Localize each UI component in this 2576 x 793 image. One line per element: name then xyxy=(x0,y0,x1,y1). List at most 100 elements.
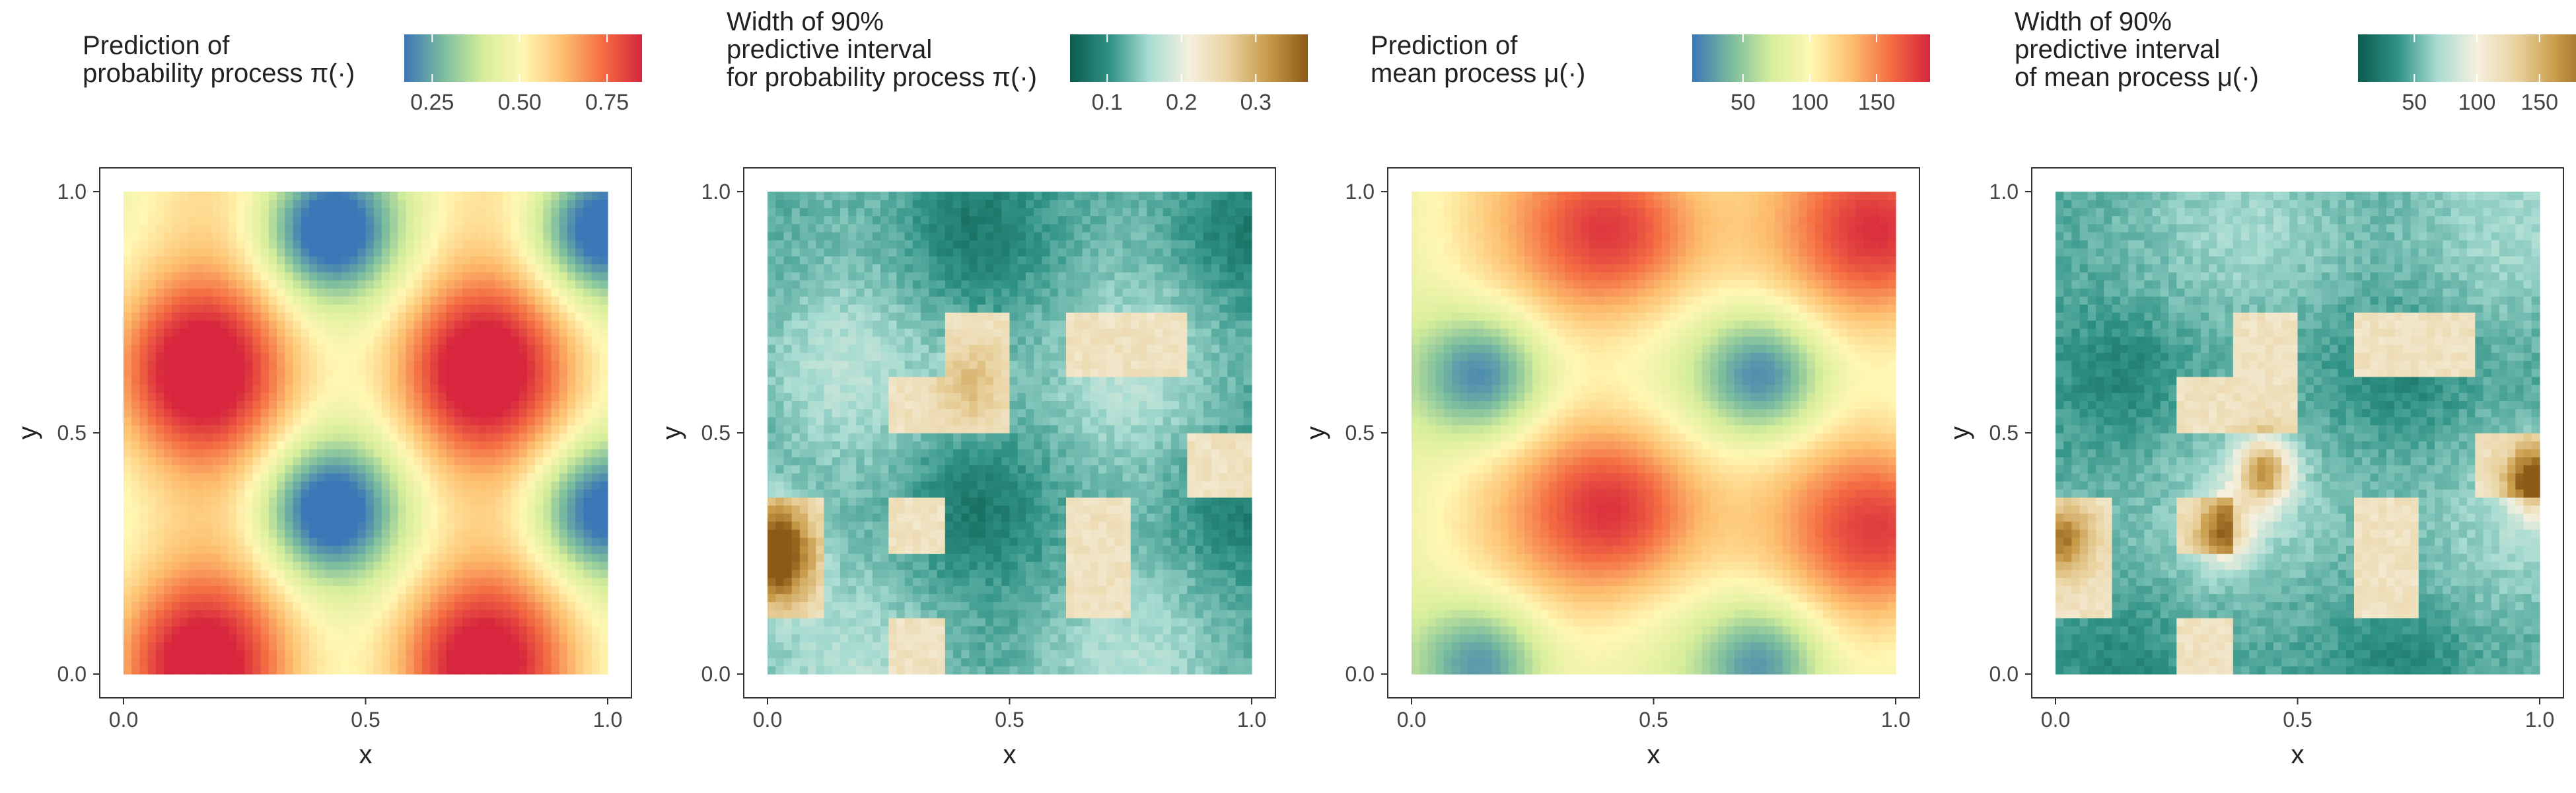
heatmap-cell xyxy=(856,609,865,619)
heatmap-cell xyxy=(1074,537,1083,546)
heatmap-cell xyxy=(188,433,197,441)
heatmap-cell xyxy=(567,505,576,514)
heatmap-cell xyxy=(486,593,495,603)
heatmap-cell xyxy=(446,585,455,594)
heatmap-cell xyxy=(124,634,132,642)
heatmap-cell xyxy=(486,658,495,667)
heatmap-cell xyxy=(583,192,592,200)
heatmap-cell xyxy=(139,385,149,393)
heatmap-cell xyxy=(551,545,560,554)
heatmap-cell xyxy=(591,223,600,233)
heatmap-cell xyxy=(139,336,149,345)
heatmap-cell xyxy=(124,328,132,337)
heatmap-cell xyxy=(583,408,592,418)
heatmap-cell xyxy=(503,457,511,466)
heatmap-cell xyxy=(285,192,294,200)
heatmap-cell xyxy=(952,569,962,578)
heatmap-cell xyxy=(244,553,254,562)
heatmap-cell xyxy=(768,593,776,603)
heatmap-cell xyxy=(365,457,375,466)
heatmap-cell xyxy=(478,248,487,256)
heatmap-cell xyxy=(1057,593,1067,603)
heatmap-cell xyxy=(519,368,528,377)
heatmap-cell xyxy=(308,553,318,562)
heatmap-cell xyxy=(349,650,358,659)
heatmap-cell xyxy=(180,513,189,522)
heatmap-cell xyxy=(413,489,423,498)
heatmap-cell xyxy=(220,320,229,329)
heatmap-cell xyxy=(583,569,592,578)
heatmap-cell xyxy=(470,472,480,482)
heatmap-cell xyxy=(285,376,294,385)
heatmap-cell xyxy=(188,553,197,562)
heatmap-cell xyxy=(543,231,552,241)
heatmap-cell xyxy=(1155,497,1164,506)
heatmap-cell xyxy=(188,288,197,297)
heatmap-cell xyxy=(406,215,415,225)
heatmap-cell xyxy=(567,240,576,248)
heatmap-cell xyxy=(357,617,367,626)
heatmap-cell xyxy=(1074,665,1083,675)
heatmap-cell xyxy=(1050,497,1059,506)
heatmap-cell xyxy=(977,489,986,498)
heatmap-cell xyxy=(880,634,889,642)
heatmap-cell xyxy=(228,626,237,634)
heatmap-cell xyxy=(301,223,310,233)
heatmap-cell xyxy=(478,521,487,530)
heatmap-cell xyxy=(559,505,568,514)
heatmap-cell xyxy=(390,472,398,482)
heatmap-cell xyxy=(244,497,254,506)
heatmap-cell xyxy=(333,312,342,321)
heatmap-cell xyxy=(277,272,285,281)
heatmap-cell xyxy=(1155,537,1164,546)
heatmap-cell xyxy=(961,545,970,554)
heatmap-cell xyxy=(575,368,584,377)
heatmap-cell xyxy=(212,561,221,570)
heatmap-cell xyxy=(188,545,197,554)
heatmap-cell xyxy=(1042,553,1051,562)
heatmap-cell xyxy=(993,561,1002,570)
heatmap-cell xyxy=(543,385,552,393)
heatmap-cell xyxy=(373,304,382,313)
heatmap-cell xyxy=(228,545,237,554)
heatmap-cell xyxy=(503,481,511,490)
heatmap-cell xyxy=(470,489,480,498)
heatmap-cell xyxy=(494,248,503,256)
heatmap-cell xyxy=(188,634,197,642)
heatmap-cell xyxy=(559,449,568,458)
heatmap-cell xyxy=(1163,650,1172,659)
heatmap-cell xyxy=(317,192,326,200)
heatmap-cell xyxy=(985,593,994,603)
heatmap-cell xyxy=(308,449,318,458)
heatmap-cell xyxy=(357,449,367,458)
heatmap-cell xyxy=(357,304,367,313)
heatmap-cell xyxy=(848,601,857,611)
heatmap-cell xyxy=(1042,634,1051,642)
heatmap-cell xyxy=(446,465,455,474)
heatmap-cell xyxy=(212,465,221,474)
heatmap-cell xyxy=(1098,609,1107,619)
heatmap-cell xyxy=(155,433,164,441)
heatmap-cell xyxy=(293,328,302,337)
heatmap-cell xyxy=(244,288,254,297)
heatmap-cell xyxy=(244,609,254,619)
heatmap-cell xyxy=(244,585,254,594)
heatmap-cell xyxy=(575,601,584,611)
heatmap-cell xyxy=(430,296,439,305)
heatmap-cell xyxy=(155,385,164,393)
heatmap-cell xyxy=(599,416,608,426)
heatmap-cell xyxy=(413,344,423,353)
heatmap-cell xyxy=(880,578,889,586)
heatmap-cell xyxy=(1050,537,1059,546)
heatmap-cell xyxy=(155,472,164,482)
heatmap-cell xyxy=(228,513,237,522)
heatmap-cell xyxy=(365,223,375,233)
heatmap-cell xyxy=(293,215,302,225)
heatmap-cell xyxy=(333,545,342,554)
heatmap-cell xyxy=(147,328,157,337)
heatmap-cell xyxy=(285,368,294,377)
heatmap-cell xyxy=(220,505,229,514)
heatmap-cell xyxy=(155,240,164,248)
heatmap-cell xyxy=(969,634,978,642)
heatmap-cell xyxy=(422,312,431,321)
